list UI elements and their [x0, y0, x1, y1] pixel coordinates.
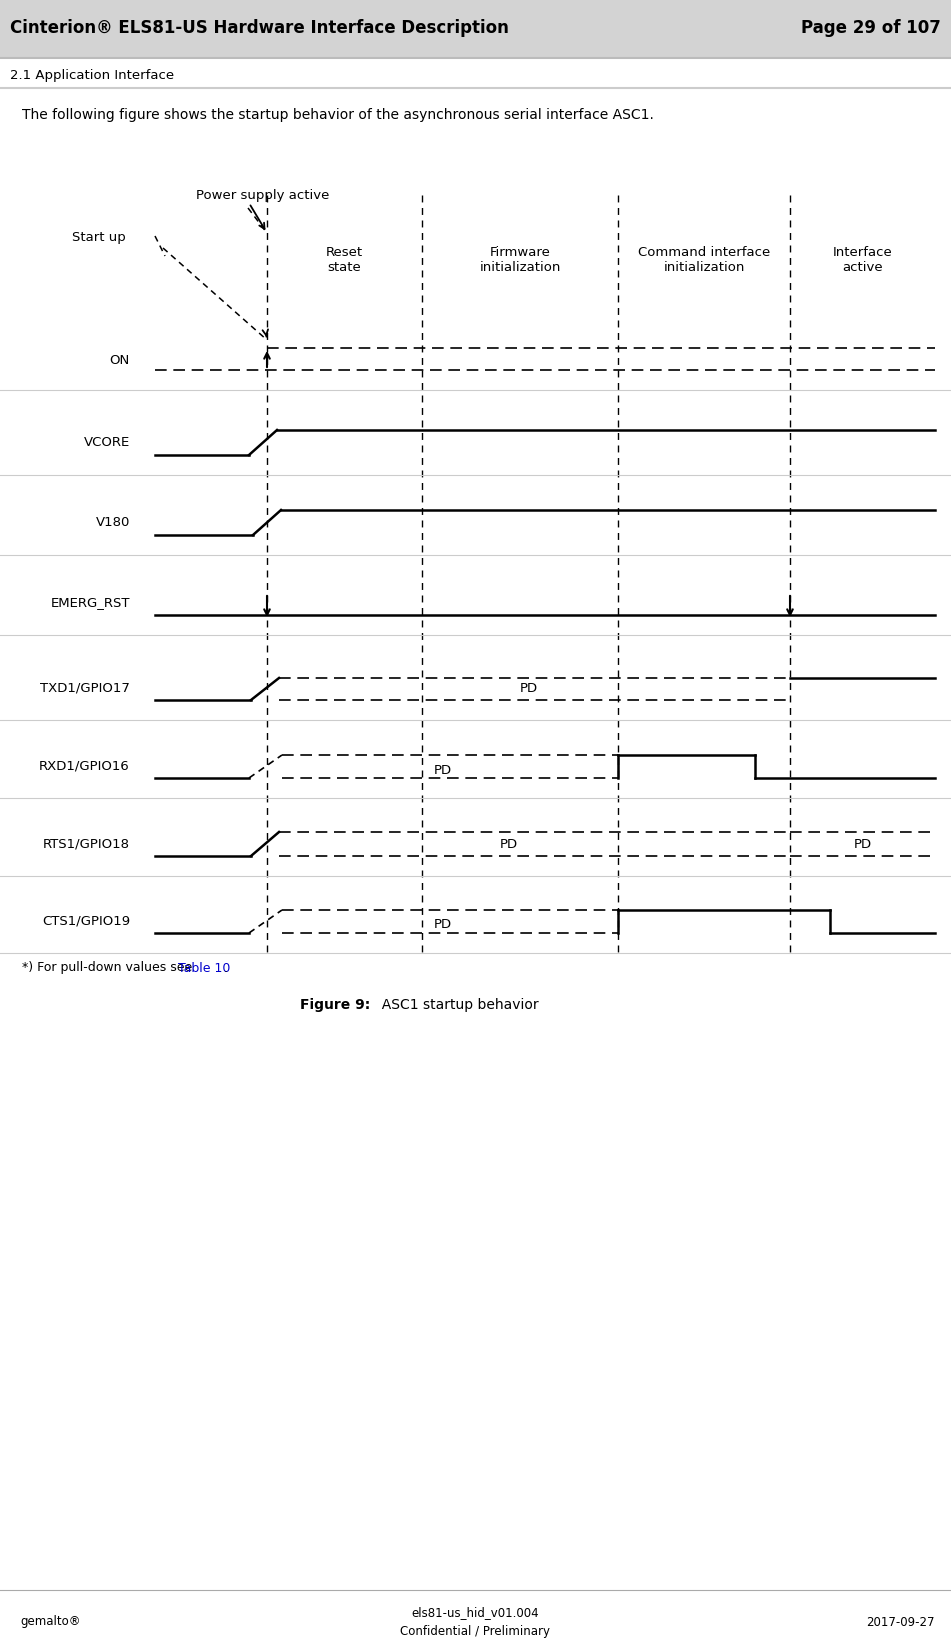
Text: PD: PD — [853, 837, 871, 850]
Text: Cinterion® ELS81-US Hardware Interface Description: Cinterion® ELS81-US Hardware Interface D… — [10, 20, 509, 38]
Text: TXD1/GPIO17: TXD1/GPIO17 — [40, 681, 130, 694]
Text: els81-us_hid_v01.004
Confidential / Preliminary: els81-us_hid_v01.004 Confidential / Prel… — [400, 1607, 550, 1638]
Text: Command interface
initialization: Command interface initialization — [638, 246, 770, 274]
Text: PD: PD — [434, 763, 452, 776]
Text: EMERG_RST: EMERG_RST — [50, 596, 130, 609]
Text: Firmware
initialization: Firmware initialization — [479, 246, 561, 274]
Text: .: . — [224, 962, 228, 975]
Text: RXD1/GPIO16: RXD1/GPIO16 — [39, 760, 130, 773]
Text: Interface
active: Interface active — [833, 246, 892, 274]
Text: 2017-09-27: 2017-09-27 — [866, 1615, 935, 1628]
Text: PD: PD — [434, 919, 452, 932]
Text: Start up: Start up — [72, 231, 126, 245]
Text: ON: ON — [109, 354, 130, 368]
Bar — [0, 0, 951, 57]
Text: V180: V180 — [96, 517, 130, 530]
Text: gemalto®: gemalto® — [20, 1615, 81, 1628]
Text: Figure 9:: Figure 9: — [300, 998, 370, 1012]
Text: RTS1/GPIO18: RTS1/GPIO18 — [43, 837, 130, 850]
Text: CTS1/GPIO19: CTS1/GPIO19 — [42, 914, 130, 927]
Text: Reset
state: Reset state — [326, 246, 363, 274]
Text: PD: PD — [499, 837, 517, 850]
Text: 2.1 Application Interface: 2.1 Application Interface — [10, 69, 174, 82]
Text: The following figure shows the startup behavior of the asynchronous serial inter: The following figure shows the startup b… — [22, 108, 654, 121]
Text: VCORE: VCORE — [84, 437, 130, 450]
Text: Table 10: Table 10 — [178, 962, 230, 975]
Text: *) For pull-down values see: *) For pull-down values see — [22, 962, 196, 975]
Text: ASC1 startup behavior: ASC1 startup behavior — [373, 998, 538, 1012]
Text: PD: PD — [519, 683, 537, 696]
Text: Page 29 of 107: Page 29 of 107 — [801, 20, 941, 38]
Text: Power supply active: Power supply active — [196, 189, 330, 202]
